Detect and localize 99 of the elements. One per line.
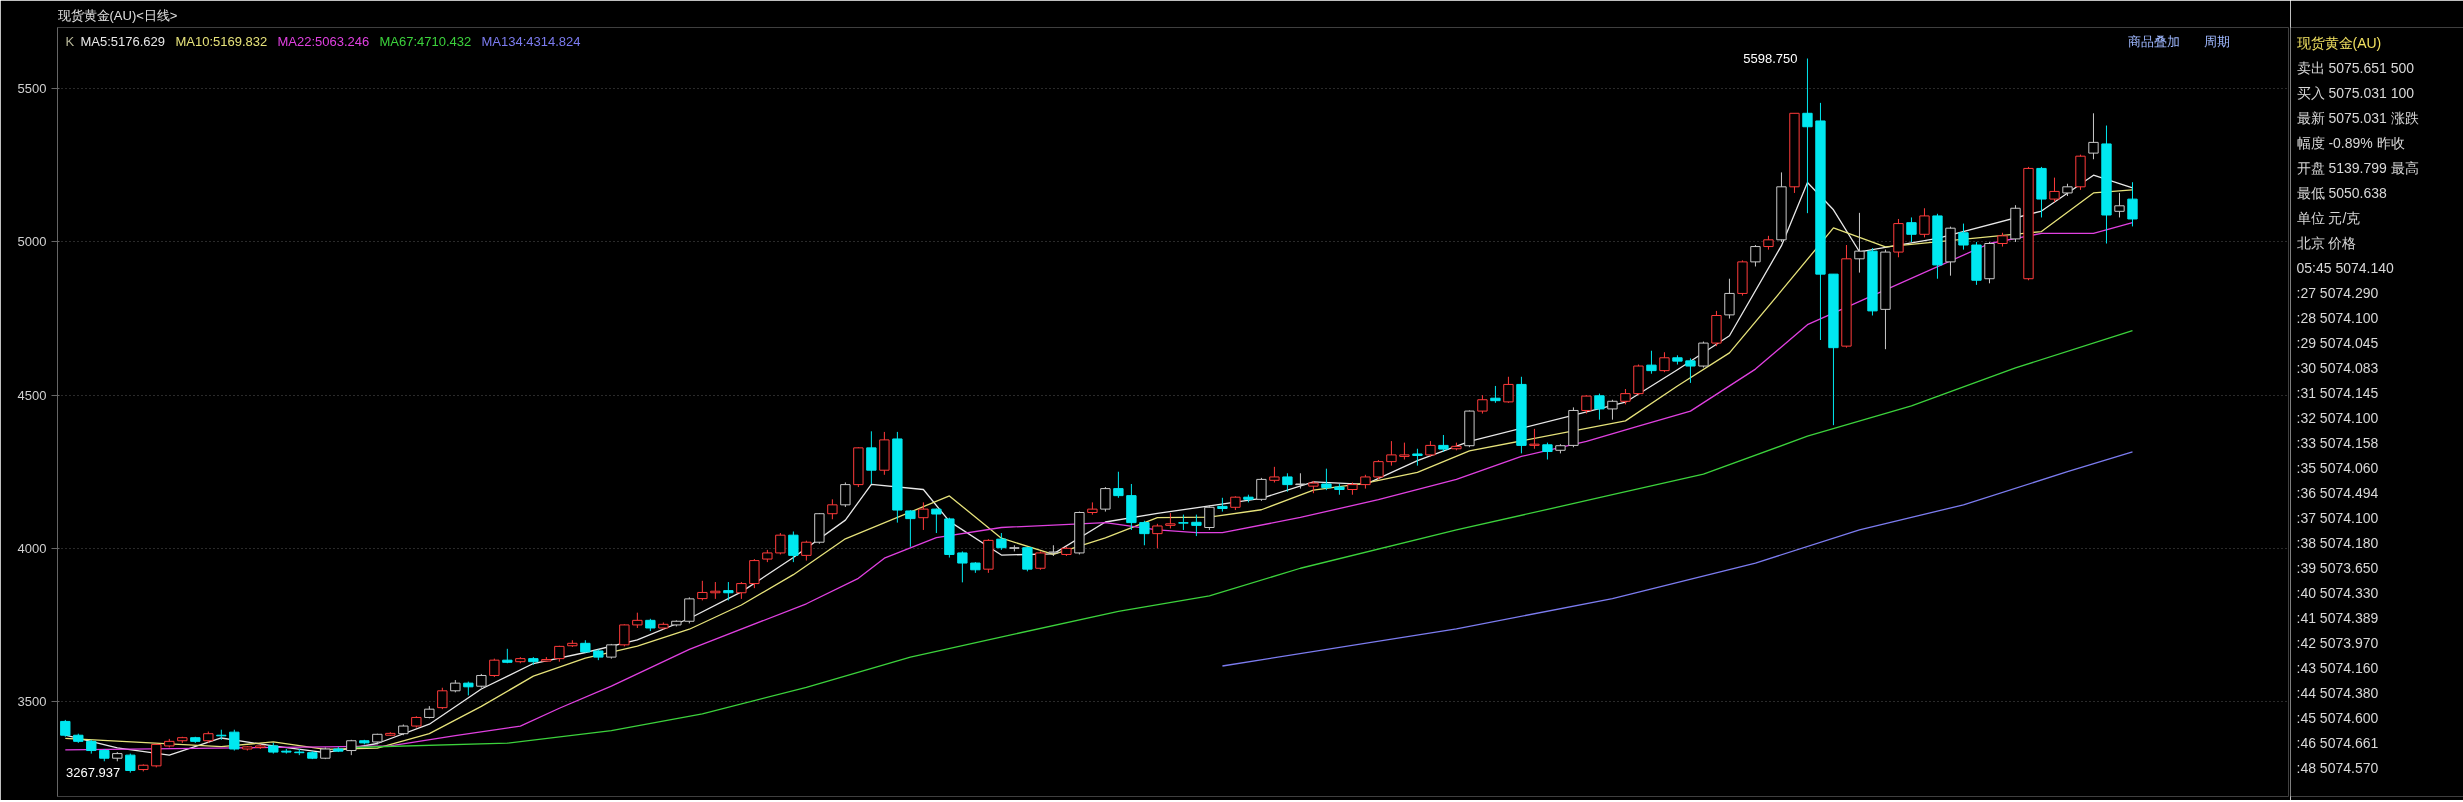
candlestick (2088, 112, 2099, 160)
text: 开盘 5139.799 最高 (2296, 160, 2419, 177)
text: :46 5074.661 (2296, 734, 2379, 751)
candlestick (723, 581, 734, 601)
candlestick (931, 508, 942, 534)
candlestick (840, 481, 851, 508)
candlestick (1906, 216, 1917, 243)
text: 卖出 5075.651 500 (2296, 60, 2415, 77)
text: :33 5074.158 (2296, 435, 2379, 452)
text: :39 5073.650 (2296, 560, 2379, 577)
text: :28 5074.100 (2296, 310, 2379, 327)
text: 幅度 -0.89% 昨收 (2296, 135, 2405, 152)
text: MA134:4314.824 (481, 33, 581, 49)
candlestick (1958, 223, 1969, 251)
candlestick (229, 729, 240, 752)
text: :42 5073.970 (2296, 635, 2379, 652)
candlestick (1321, 468, 1332, 491)
text: :44 5074.380 (2296, 684, 2379, 701)
y-tick-label: 3500 (17, 694, 47, 710)
candlestick (684, 596, 695, 624)
candlestick (1802, 58, 1813, 214)
candlestick (1750, 244, 1761, 267)
candlestick (1724, 278, 1735, 320)
text: MA22:5063.246 (277, 33, 370, 49)
text: MA5:5176.629 (80, 33, 166, 49)
candlestick (1191, 514, 1202, 537)
candlestick (2114, 192, 2125, 218)
y-tick-label: 4500 (17, 387, 47, 403)
candlestick (1035, 550, 1046, 571)
candlestick (905, 509, 916, 548)
text: 现货黄金(AU) (2296, 35, 2382, 52)
candlestick (697, 580, 708, 601)
text: :38 5074.180 (2296, 535, 2379, 552)
candlestick (1503, 376, 1514, 404)
text: :37 5074.100 (2296, 510, 2379, 527)
candlestick (918, 501, 929, 531)
candlestick (827, 498, 838, 520)
text: 单位 元/克 (2296, 210, 2361, 227)
candlestick (489, 658, 500, 678)
candlestick (1698, 341, 1709, 369)
text: :40 5074.330 (2296, 585, 2379, 602)
candlestick (1022, 546, 1033, 572)
candlestick (1646, 350, 1657, 375)
text: :30 5074.083 (2296, 360, 2379, 377)
text: :32 5074.100 (2296, 410, 2379, 427)
candlestick (1282, 472, 1293, 493)
text: :45 5074.600 (2296, 709, 2379, 726)
line-series (1221, 451, 2134, 667)
text: :41 5074.389 (2296, 610, 2379, 627)
candlestick (1477, 394, 1488, 415)
text: :27 5074.290 (2296, 285, 2379, 302)
y-tick-label: 4000 (17, 540, 47, 556)
candlestick (1685, 357, 1696, 384)
candlestick (1594, 393, 1605, 421)
candlestick (1386, 440, 1397, 467)
candlestick (749, 558, 760, 589)
annotation: 5598.750 (1743, 51, 1798, 67)
candlestick (801, 540, 812, 562)
candlestick (1529, 428, 1540, 450)
text: MA67:4710.432 (379, 33, 472, 49)
legend-title: K (65, 33, 75, 49)
candlestick (788, 530, 799, 563)
candlestick (1256, 477, 1267, 502)
text: :43 5074.160 (2296, 660, 2379, 676)
annotation: 3267.937 (66, 765, 121, 781)
text: 最新 5075.031 涨跌 (2296, 110, 2419, 127)
candlestick (866, 430, 877, 485)
candlestick (1139, 520, 1150, 546)
text: :36 5074.494 (2296, 485, 2379, 502)
text: :31 5074.145 (2296, 385, 2379, 402)
candlestick (1113, 471, 1124, 499)
text: 买入 5075.031 100 (2296, 85, 2415, 102)
candlestick (1152, 523, 1163, 549)
text: 最低 5050.638 (2296, 185, 2387, 202)
candlestick (1204, 504, 1215, 531)
candlestick (2127, 181, 2138, 227)
candlestick (1581, 394, 1592, 415)
candlestick (1659, 351, 1670, 373)
candlestick (957, 550, 968, 583)
text: MA10:5169.832 (175, 33, 268, 49)
candlestick (1919, 207, 1930, 238)
annotation: 商品叠加 (2127, 33, 2180, 49)
text: :35 5074.060 (2296, 460, 2379, 477)
candlestick (1373, 459, 1384, 480)
candlestick (2049, 177, 2060, 203)
y-tick-label: 5000 (17, 234, 47, 250)
candlestick (619, 623, 630, 647)
candlestick (1854, 212, 1865, 274)
candlestick (1295, 472, 1306, 490)
text: :29 5074.045 (2296, 335, 2379, 352)
text: 周期 (2203, 33, 2230, 49)
candlestick (1100, 486, 1111, 513)
text: 北京 价格 (2296, 235, 2357, 252)
chart-title: 现货黄金(AU)<日线> (57, 7, 178, 23)
candlestick (1607, 399, 1618, 421)
text: :48 5074.570 (2296, 759, 2379, 776)
candlestick (437, 687, 448, 710)
y-tick-label: 5500 (17, 81, 47, 97)
text: 05:45 5074.140 (2296, 260, 2395, 277)
